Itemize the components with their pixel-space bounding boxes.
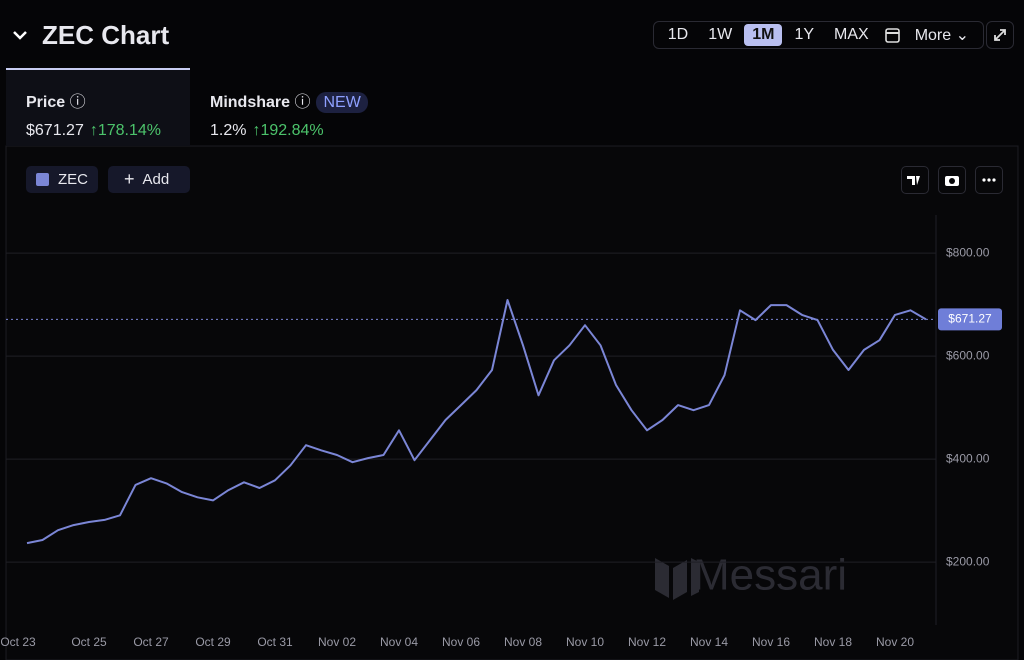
- more-button[interactable]: More ⌄: [914, 27, 969, 44]
- chart-panel: [5, 145, 1019, 660]
- x-tick-label: Nov 12: [628, 635, 666, 649]
- y-tick-label: $400.00: [946, 451, 990, 465]
- tab-value: 1.2%: [210, 122, 247, 139]
- x-tick-label: Nov 16: [752, 635, 790, 649]
- x-tick-label: Nov 14: [690, 635, 728, 649]
- x-tick-label: Oct 27: [133, 635, 169, 649]
- timeframe-button[interactable]: 1M: [744, 24, 783, 46]
- x-tick-label: Nov 02: [318, 635, 356, 649]
- expand-button[interactable]: [986, 21, 1014, 49]
- x-tick-label: Oct 23: [0, 635, 36, 649]
- price-tab[interactable]: Price ⓘ $671.27 ↑178.14%: [6, 70, 190, 146]
- timeframe-selector: 1D 1W 1M 1Y MAX More ⌄: [652, 21, 984, 49]
- x-tick-label: Nov 08: [504, 635, 542, 649]
- y-tick-label: $200.00: [946, 554, 990, 568]
- calendar-icon[interactable]: [881, 26, 903, 44]
- tab-change: 178.14%: [97, 122, 162, 139]
- y-tick-label: $600.00: [946, 348, 990, 362]
- new-badge: NEW: [316, 92, 368, 113]
- legend-swatch: [36, 173, 49, 186]
- tradingview-button[interactable]: [901, 166, 929, 194]
- x-tick-label: Nov 04: [380, 635, 418, 649]
- y-tick-label: $800.00: [946, 245, 990, 259]
- watermark-logo: [655, 558, 699, 600]
- x-tick-label: Oct 25: [71, 635, 107, 649]
- x-tick-label: Oct 29: [195, 635, 231, 649]
- tab-change: 192.84%: [260, 122, 324, 139]
- collapse-chevron[interactable]: [12, 28, 28, 42]
- timeframe-button[interactable]: MAX: [834, 26, 869, 43]
- x-tick-label: Nov 20: [876, 635, 914, 649]
- timeframe-button[interactable]: 1D: [667, 26, 689, 43]
- more-label: More: [914, 27, 952, 44]
- x-tick-label: Nov 10: [566, 635, 604, 649]
- x-tick-label: Oct 31: [257, 635, 293, 649]
- menu-button[interactable]: [975, 166, 1003, 194]
- price-line: [26, 299, 927, 545]
- add-button[interactable]: + Add: [108, 166, 190, 193]
- tab-label: Price: [26, 94, 66, 111]
- page-title: ZEC Chart: [42, 20, 170, 50]
- tab-label: Mindshare: [210, 94, 291, 111]
- x-tick-label: Nov 06: [442, 635, 480, 649]
- screenshot-button[interactable]: [938, 166, 966, 194]
- add-label: Add: [142, 171, 170, 188]
- timeframe-button[interactable]: 1W: [708, 26, 733, 43]
- series-toggle[interactable]: ZEC: [26, 166, 98, 193]
- x-tick-label: Nov 18: [814, 635, 852, 649]
- last-price-label: $671.27: [948, 312, 992, 326]
- mindshare-tab[interactable]: Mindshare ⓘ NEW 1.2% ↑192.84%: [190, 70, 410, 146]
- last-price-badge: [938, 308, 1002, 331]
- timeframe-button[interactable]: 1Y: [794, 26, 815, 43]
- watermark: Messari: [693, 551, 847, 600]
- tab-value: $671.27: [26, 122, 84, 139]
- legend-label: ZEC: [58, 171, 88, 188]
